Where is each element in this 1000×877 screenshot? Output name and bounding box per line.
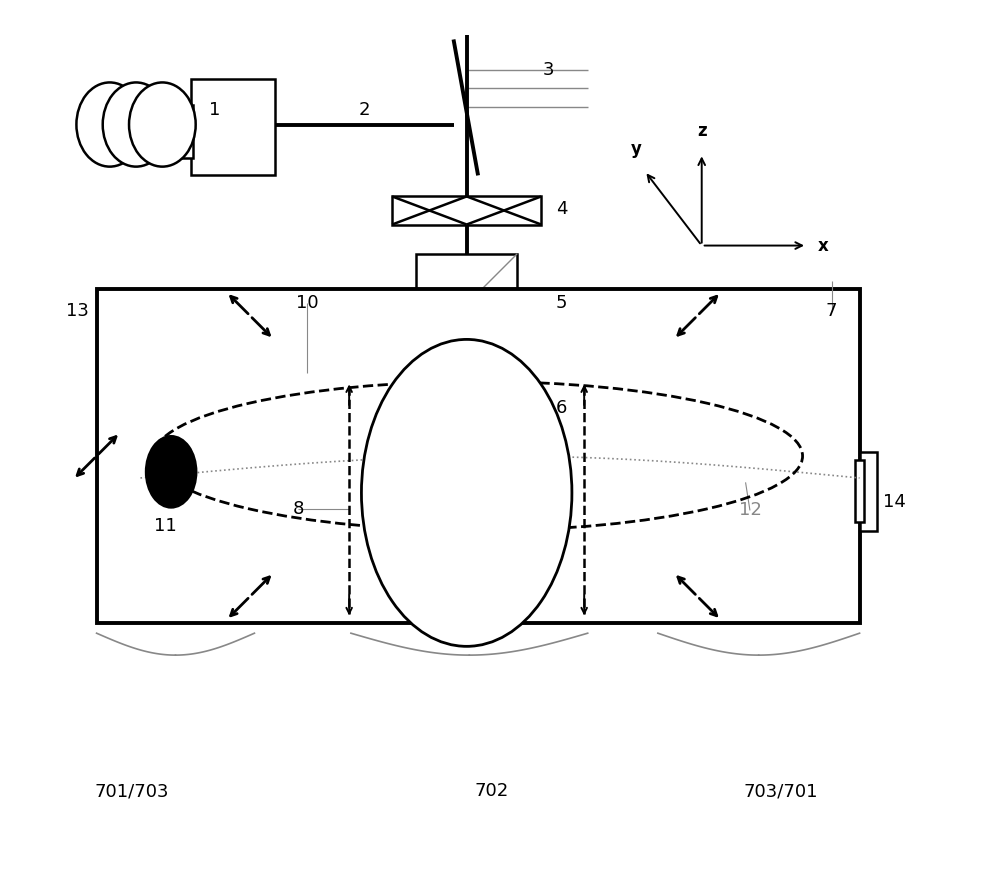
Bar (399, 403, 534, 421)
Ellipse shape (361, 339, 572, 646)
Bar (174, 104, 193, 158)
Text: 4: 4 (556, 200, 567, 217)
Text: y: y (630, 139, 641, 158)
Text: 11: 11 (154, 517, 176, 535)
Text: 5: 5 (556, 294, 567, 311)
Text: 3: 3 (542, 61, 554, 79)
Ellipse shape (103, 82, 169, 167)
Text: 703/701: 703/701 (743, 782, 818, 800)
Text: 14: 14 (883, 493, 906, 510)
Text: 702: 702 (474, 782, 508, 800)
Text: 1: 1 (209, 101, 221, 118)
Bar (392, 398, 541, 426)
Bar (97, 289, 860, 623)
Text: 8: 8 (293, 500, 304, 517)
Text: x: x (817, 237, 828, 254)
Bar (191, 79, 275, 175)
Ellipse shape (145, 435, 197, 509)
Bar (392, 196, 541, 225)
Text: 13: 13 (66, 303, 89, 320)
Text: 6: 6 (556, 399, 567, 417)
Text: z: z (697, 122, 707, 140)
Text: 10: 10 (296, 294, 318, 311)
Text: 2: 2 (358, 101, 370, 118)
Text: 9: 9 (536, 500, 548, 517)
Text: 12: 12 (739, 502, 761, 519)
Bar (855, 460, 864, 522)
Ellipse shape (76, 82, 143, 167)
Text: 701/703: 701/703 (94, 782, 169, 800)
Text: 7: 7 (826, 303, 837, 320)
Bar (416, 253, 517, 354)
Bar (860, 452, 877, 531)
Ellipse shape (129, 82, 196, 167)
